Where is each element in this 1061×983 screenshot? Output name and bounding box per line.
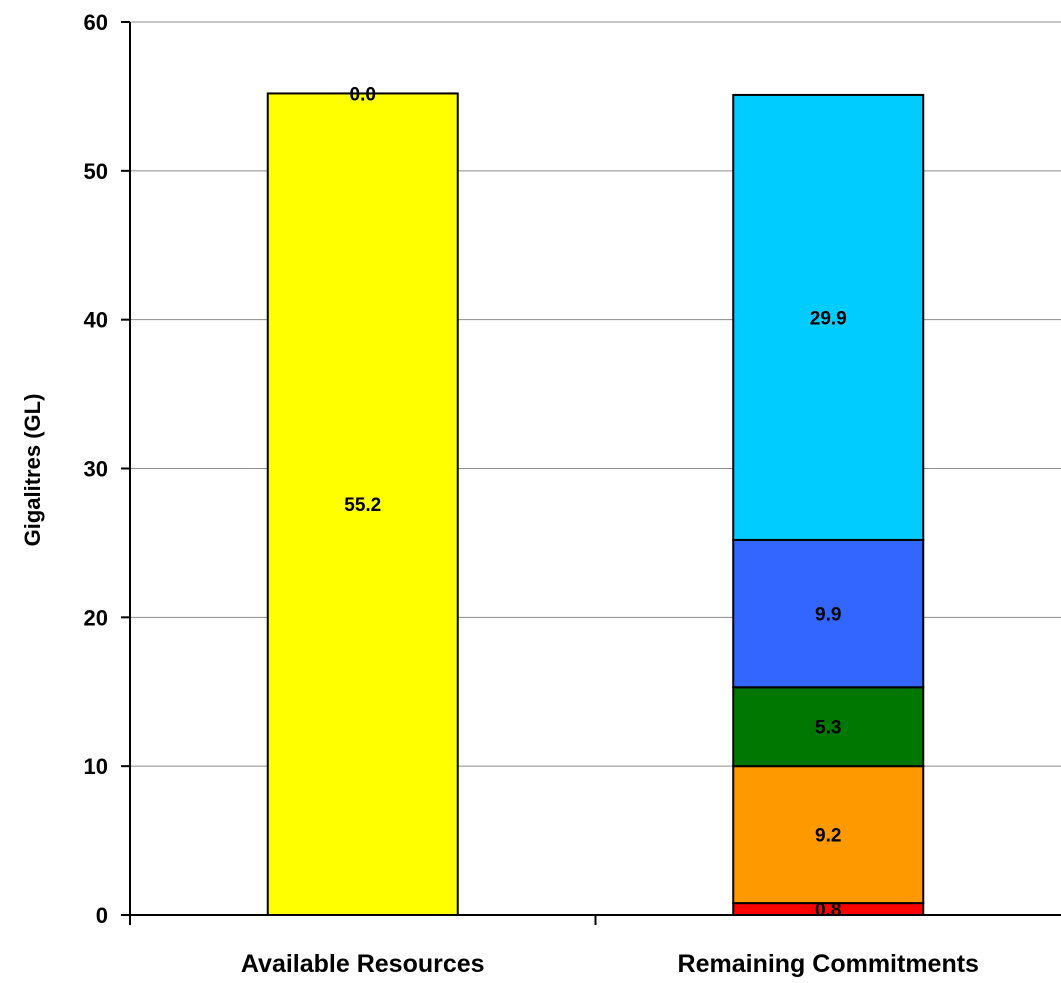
bar-segment-9-2 xyxy=(732,765,925,905)
x-category-label: Remaining Commitments xyxy=(678,950,979,978)
data-label: 5.3 xyxy=(815,718,841,739)
axes xyxy=(121,21,1061,925)
x-category-label: Available Resources xyxy=(241,950,485,978)
y-tick-label: 0 xyxy=(96,903,108,928)
bars xyxy=(266,92,925,916)
data-label: 29.9 xyxy=(810,308,847,329)
y-tick-label: 10 xyxy=(84,754,108,779)
labels: 0 10 20 30 40 50 60 55.2 0.0 Available Resources 0… xyxy=(84,10,979,978)
y-tick-label: 60 xyxy=(84,10,108,35)
data-label: 9.2 xyxy=(815,826,841,847)
y-axis-title: Gigalitres (GL) xyxy=(20,394,45,547)
data-label: 55.2 xyxy=(344,495,381,516)
y-tick-label: 50 xyxy=(84,159,108,184)
bar-segment-29-9 xyxy=(732,93,925,541)
y-tick-label: 40 xyxy=(84,308,108,333)
data-label: 9.9 xyxy=(815,605,841,626)
data-label: 0.0 xyxy=(350,84,376,105)
y-tick-label: 20 xyxy=(84,605,108,630)
y-tick-label: 30 xyxy=(84,457,108,482)
data-label: 0.8 xyxy=(815,900,841,921)
